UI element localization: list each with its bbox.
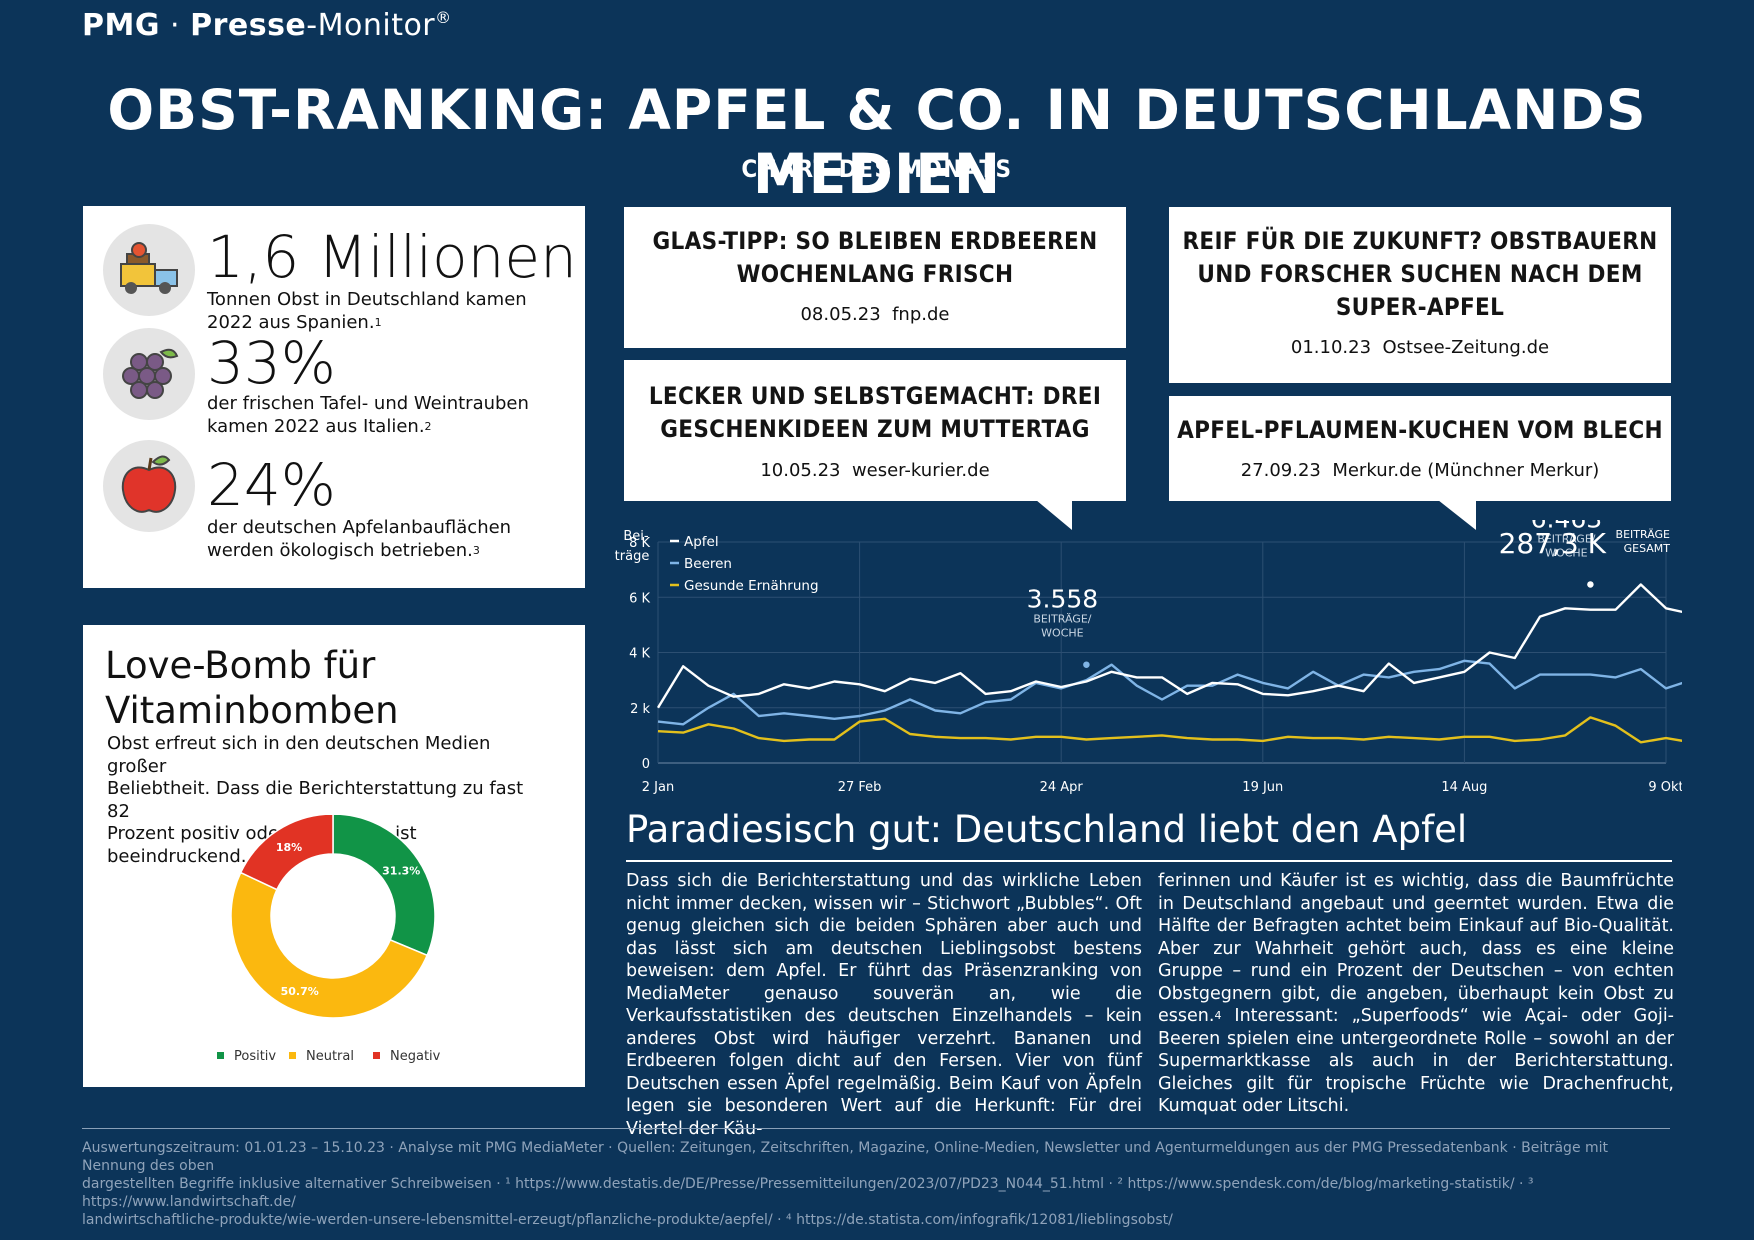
y-tick-label: 4 K (629, 647, 650, 662)
legend-label: Neutral (306, 1049, 354, 1064)
annotation-unit: WOCHE (1545, 546, 1587, 559)
page-title: OBST-RANKING: APFEL & CO. IN DEUTSCHLAND… (107, 78, 1647, 206)
stat-value: 24% (207, 451, 336, 519)
y-axis-title: Bei- (623, 529, 649, 544)
donut-slice-negativ (239, 815, 334, 891)
legend-swatch (373, 1052, 380, 1059)
y-tick-label: 2 k (630, 702, 650, 717)
x-tick-label: 27 Feb (838, 780, 882, 795)
total-value: 287,3 K (1499, 527, 1607, 560)
y-tick-label: 6 K (629, 591, 650, 606)
callout-pointers (1036, 500, 1476, 530)
article-column-2: ferinnen und Käufer ist es wichtig, dass… (1158, 871, 1674, 1116)
stats-card: 1,6 Millionen Tonnen Obst in Deutschland… (83, 206, 585, 588)
donut-slice-label: 50.7% (281, 985, 319, 998)
series-line-gesunde-ernährung (657, 716, 1682, 744)
headline-title: REIF FÜR DIE ZUKUNFT? OBSTBAUERN UND FORS… (1182, 227, 1658, 321)
stat-text: der frischen Tafel- und Weintrauben kamen… (207, 393, 529, 437)
legend-label: Gesunde Ernährung (684, 578, 819, 594)
x-tick-label: 19 Jun (1242, 780, 1283, 795)
sentiment-card: Love-Bomb für Vitaminbomben Obst erfreut … (83, 625, 585, 1087)
sentiment-text: Obst erfreut sich in den deutschen Medie… (107, 733, 524, 867)
stat-value: 33% (207, 329, 336, 397)
callout-pointer (1036, 500, 1072, 530)
donut-slice-label: 31.3% (382, 865, 420, 878)
series-line-apfel (656, 583, 1682, 709)
annotation-point (1081, 659, 1092, 670)
stat-value: 1,6 Millionen (207, 223, 577, 291)
donut-slice-neutral (230, 871, 429, 1019)
callout-pointer (1438, 500, 1476, 530)
legend-label: Negativ (390, 1049, 441, 1064)
x-tick-label: 14 Aug (1441, 780, 1487, 795)
brand-logo: PMG · Presse-Monitor® (82, 8, 452, 43)
article-title: Paradiesisch gut: Deutschland liebt den … (626, 808, 1468, 851)
headline-meta: 27.09.23 Merkur.de (Münchner Merkur) (1240, 460, 1600, 481)
y-axis-title: träge (615, 549, 650, 564)
legend-swatch (289, 1052, 296, 1059)
stat-text: Tonnen Obst in Deutschland kamen 2022 aus… (207, 289, 527, 333)
y-tick-label: 8 K (629, 536, 650, 551)
annotation-point (1585, 579, 1596, 590)
donut-slice-positiv (332, 815, 436, 957)
legend-label: Positiv (234, 1049, 276, 1064)
x-tick-label: 24 Apr (1040, 780, 1084, 795)
fruit-truck-icon (103, 224, 195, 316)
annotation-value: 6.463 (1531, 520, 1603, 533)
headline-title: APFEL-PFLAUMEN-KUCHEN VOM BLECH (1177, 416, 1663, 444)
series-line-beeren (657, 659, 1682, 726)
line-chart: 0 2 k 4 K 6 K 8 K 2 Jan 27 Feb 24 Apr 19 Jun 14 A… (615, 520, 1682, 795)
headline-meta: 08.05.23 fnp.de (800, 304, 950, 325)
article-divider (626, 860, 1672, 862)
x-tick-label: 9 Okt (1648, 780, 1682, 795)
page-subtitle: CHART DES MONATS (741, 155, 1013, 183)
footer-notes: Auswertungszeitraum: 01.01.23 – 15.10.23… (82, 1140, 1609, 1228)
headline-card: LECKER UND SELBSTGEMACHT: DREI GESCHENKID… (624, 360, 1126, 501)
sentiment-donut-chart: 31.3% 50.7% 18% Positiv Neutral Negativ (217, 815, 441, 1064)
legend-label: Apfel (684, 534, 719, 550)
headline-card: APFEL-PFLAUMEN-KUCHEN VOM BLECH 27.09.23… (1169, 396, 1671, 501)
headline-title: GLAS-TIPP: SO BLEIBEN ERDBEEREN WOCHENLAN… (652, 227, 1098, 288)
annotation-unit: BEITRÄGE/ (1537, 532, 1595, 545)
grapes-icon (103, 328, 195, 420)
apple-icon (103, 440, 195, 532)
annotation-unit: BEITRÄGE/ (1033, 613, 1091, 626)
article-column-1: Dass sich die Berichterstattung und das … (626, 871, 1142, 1139)
headline-card: REIF FÜR DIE ZUKUNFT? OBSTBAUERN UND FORS… (1169, 207, 1671, 383)
headline-title: LECKER UND SELBSTGEMACHT: DREI GESCHENKID… (648, 382, 1102, 443)
footer-divider (82, 1128, 1670, 1129)
headline-meta: 01.10.23 Ostsee-Zeitung.de (1290, 337, 1550, 358)
stat-text: der deutschen Apfelanbauflächen werden ök… (207, 517, 512, 561)
headline-card: GLAS-TIPP: SO BLEIBEN ERDBEEREN WOCHENLAN… (624, 207, 1126, 348)
donut-slice-label: 18% (276, 841, 302, 854)
legend-swatch (217, 1052, 224, 1059)
sentiment-title: Love-Bomb für Vitaminbomben (105, 644, 399, 732)
headline-meta: 10.05.23 weser-kurier.de (760, 460, 990, 481)
total-label: BEITRÄGE (1616, 528, 1671, 541)
total-label: GESAMT (1624, 542, 1671, 555)
annotation-value: 3.558 (1027, 585, 1099, 614)
y-tick-label: 0 (642, 757, 650, 772)
annotation-unit: WOCHE (1041, 627, 1083, 640)
x-tick-label: 2 Jan (642, 780, 674, 795)
legend-label: Beeren (684, 556, 732, 572)
